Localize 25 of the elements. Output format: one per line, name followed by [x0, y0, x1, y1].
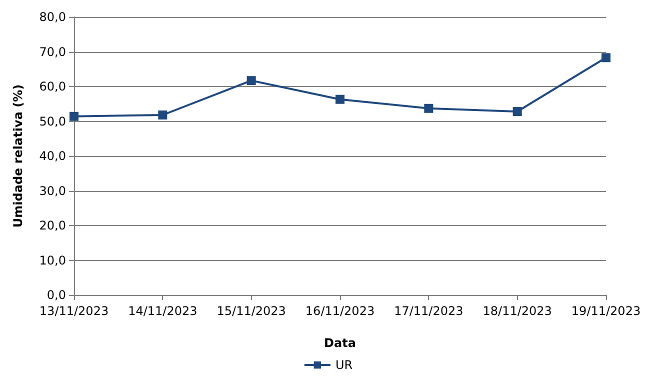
x-tick-label: 14/11/2023: [128, 304, 198, 318]
y-tick-label: 10,0: [39, 253, 66, 268]
y-tick-label: 20,0: [39, 218, 66, 232]
x-axis-title: Data: [324, 336, 356, 350]
y-tick-label: 60,0: [39, 80, 66, 94]
y-tick-label: 40,0: [39, 149, 66, 163]
y-tick-label: 0,0: [46, 288, 66, 302]
x-tick-label: 13/11/2023: [39, 304, 109, 318]
y-tick-label: 70,0: [39, 44, 66, 59]
point: [602, 53, 610, 62]
point: [424, 104, 434, 113]
x-tick-label: 17/11/2023: [394, 304, 464, 318]
point: [246, 76, 256, 86]
y-tick-label: 30,0: [39, 184, 66, 198]
y-tick-label: 80,0: [39, 10, 66, 24]
legend-label: UR: [335, 358, 353, 372]
y-tick-label: 50,0: [39, 114, 66, 128]
x-tick-label: 15/11/2023: [216, 304, 286, 318]
point: [158, 110, 168, 120]
point: [336, 94, 344, 104]
x-tick-label: 16/11/2023: [305, 304, 375, 318]
y-axis-title: Umidade relativa (%): [11, 84, 25, 228]
point: [512, 107, 522, 116]
x-tick-label: 18/11/2023: [482, 304, 552, 318]
x-tick-label: 19/11/2023: [571, 304, 641, 318]
